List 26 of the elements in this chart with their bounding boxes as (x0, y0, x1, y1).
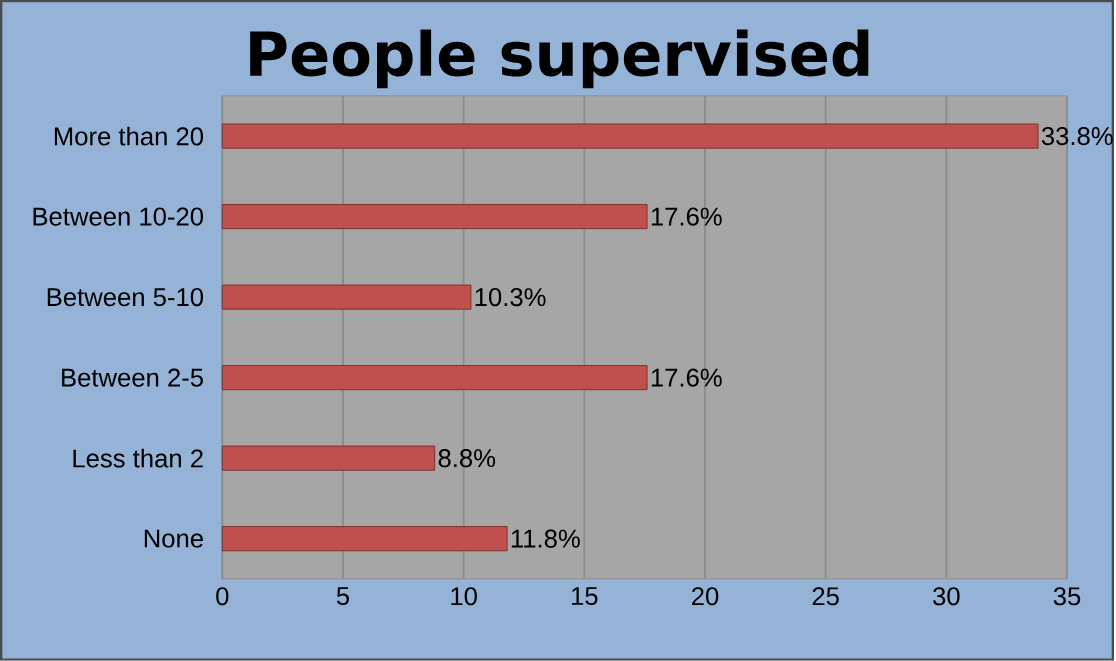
x-tick-label: 20 (692, 587, 719, 606)
bar (221, 204, 648, 230)
data-label: 17.6% (651, 207, 722, 226)
x-tick-label: 10 (451, 587, 477, 606)
bar (221, 123, 1039, 149)
x-tick-label: 15 (572, 587, 598, 606)
y-tick-label: Between 5-10 (47, 288, 204, 307)
bar (221, 445, 436, 471)
y-tick-label: Less than 2 (73, 448, 203, 468)
y-tick-label: Between 2-5 (62, 368, 203, 387)
bar (221, 365, 648, 391)
x-tick-label: 25 (812, 587, 839, 606)
x-tick-label: 30 (933, 587, 960, 606)
bar (221, 284, 472, 310)
x-tick-label: 35 (1053, 587, 1081, 606)
bar (221, 526, 508, 552)
data-label: 11.8% (511, 529, 580, 548)
data-label: 8.8% (438, 449, 496, 468)
y-tick-label: More than 20 (54, 126, 204, 146)
chart-title: People supervised (250, 29, 869, 89)
y-tick-label: None (144, 529, 203, 548)
y-tick-label: Between 10-20 (33, 207, 204, 226)
x-tick-label: 0 (216, 587, 229, 606)
x-tick-label: 5 (336, 587, 350, 606)
data-label: 17.6% (651, 368, 722, 387)
data-label: 10.3% (475, 288, 546, 307)
